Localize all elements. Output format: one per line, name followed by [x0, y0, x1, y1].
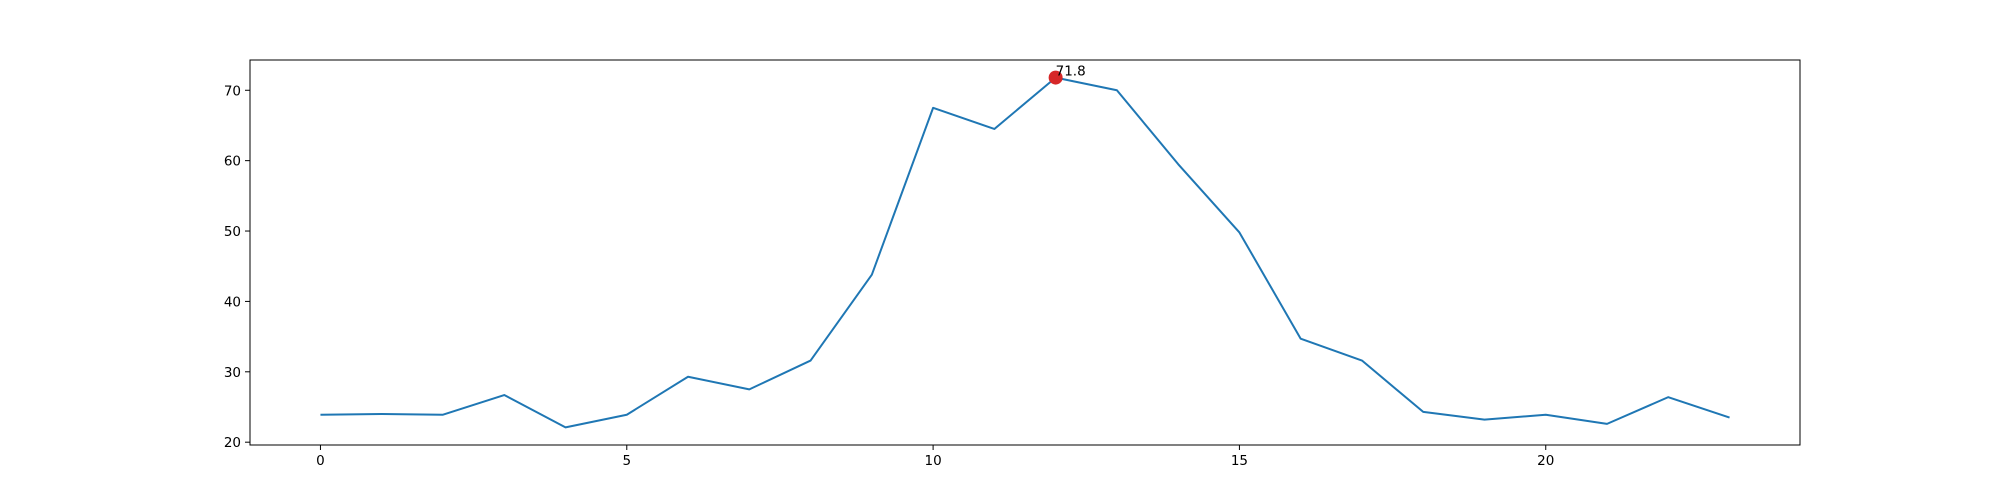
y-tick-label: 60	[224, 154, 241, 170]
y-tick-label: 40	[224, 294, 241, 310]
plot-frame	[249, 59, 1801, 446]
series-layer	[320, 76, 1730, 429]
x-tick-label: 5	[622, 453, 631, 469]
highlight-layer: 71.8	[1048, 64, 1086, 85]
y-tick-label: 30	[224, 365, 241, 381]
plot-background	[250, 60, 1800, 445]
y-tick-label: 50	[224, 224, 241, 240]
x-tick-label: 15	[1231, 453, 1248, 469]
series-line	[320, 76, 1730, 429]
peak-annotation: 71.8	[1056, 64, 1086, 80]
peak-marker	[1048, 70, 1063, 85]
y-tick-label: 70	[224, 83, 241, 99]
y-axis-ticks: 20 30 40 50 60 70	[224, 83, 250, 451]
x-tick-label: 20	[1537, 453, 1554, 469]
x-tick-label: 10	[925, 453, 942, 469]
y-tick-label: 20	[224, 435, 241, 451]
x-tick-label: 0	[316, 453, 325, 469]
x-axis-ticks: 0 5 10 15 20	[316, 445, 1554, 469]
